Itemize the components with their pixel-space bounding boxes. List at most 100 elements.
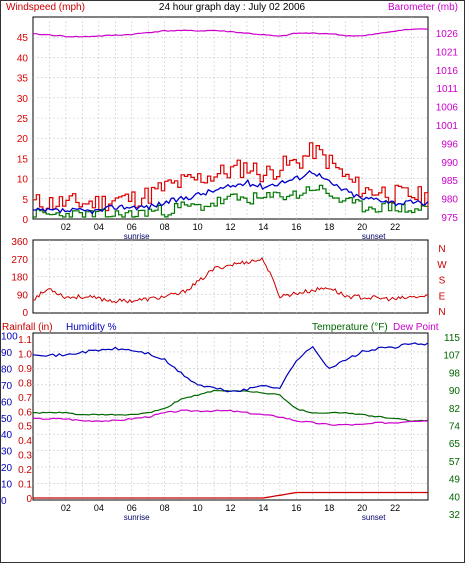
humidity-tick-label: 40 — [1, 430, 13, 441]
windspeed-tick-label: 0 — [22, 215, 28, 226]
direction-tick-label: 0 — [22, 308, 28, 319]
direction-tick-label: 360 — [11, 237, 28, 248]
humidity-x-tick-label: 20 — [357, 503, 367, 513]
humidity-tick-label: 80 — [1, 364, 13, 375]
barometer-tick-label: 985 — [441, 176, 458, 187]
windspeed-tick-label: 30 — [17, 94, 29, 105]
rainfall-tick-label: 0.2 — [18, 465, 32, 476]
temperature-tick-label: 90 — [449, 386, 461, 397]
wind-x-tick-label: 06 — [127, 222, 137, 232]
barometer-tick-label: 1026 — [436, 29, 459, 40]
temperature-tick-label: 82 — [449, 404, 461, 415]
humidity-tick-label: 50 — [1, 414, 13, 425]
rainfall-tick-label: 0.3 — [18, 451, 32, 462]
humidity-x-tick-label: 10 — [193, 503, 203, 513]
humidity-x-tick-label: 14 — [258, 503, 268, 513]
temperature-tick-label: 57 — [449, 457, 461, 468]
direction-tick-label: 90 — [17, 290, 29, 301]
humidity-x-tick-label: 02 — [61, 503, 71, 513]
windspeed-tick-label: 20 — [17, 134, 29, 145]
wind-x-tick-label: 02 — [61, 222, 71, 232]
wind-sunset-label: sunset — [362, 232, 386, 241]
windspeed-tick-label: 35 — [17, 74, 29, 85]
temperature-tick-label: 65 — [449, 439, 461, 450]
windspeed-tick-label: 45 — [17, 33, 29, 44]
compass-tick-label: N — [438, 307, 445, 318]
humidity-tick-label: 90 — [1, 348, 13, 359]
rainfall-tick-label: 0.8 — [18, 378, 32, 389]
barometer-tick-label: 1011 — [436, 84, 458, 95]
temperature-axis-label: Temperature (°F) — [312, 322, 388, 333]
rainfall-tick-label: 1.1 — [18, 335, 32, 346]
barometer-axis-label: Barometer (mb) — [388, 2, 458, 13]
humidity-sunrise-label: sunrise — [124, 513, 150, 522]
temperature-tick-label: 49 — [449, 475, 461, 486]
dewpoint-axis-label: Dew Point — [393, 322, 439, 333]
humidity-sunset-label: sunset — [362, 513, 386, 522]
wind-average-series — [32, 169, 429, 215]
wind-x-tick-label: 04 — [94, 222, 104, 232]
humidity-plot-area — [32, 332, 429, 501]
wind-x-tick-label: 10 — [193, 222, 203, 232]
chart-title: 24 hour graph day : July 02 2006 — [159, 2, 306, 13]
wind-x-tick-label: 22 — [390, 222, 400, 232]
wind-x-tick-label: 20 — [357, 222, 367, 232]
humidity-tick-label: 70 — [1, 381, 13, 392]
barometer-tick-label: 975 — [441, 213, 458, 224]
rainfall-axis-label: Rainfall (in) — [2, 322, 53, 333]
humidity-x-tick-label: 06 — [127, 503, 137, 513]
compass-tick-label: E — [439, 291, 446, 302]
rainfall-tick-label: 0.1 — [18, 480, 32, 491]
humidity-tick-label: 60 — [1, 397, 13, 408]
rainfall-tick-label: 0.5 — [18, 422, 32, 433]
humidity-x-tick-label: 12 — [225, 503, 235, 513]
wind-x-tick-label: 12 — [225, 222, 235, 232]
humidity-x-tick-label: 22 — [390, 503, 400, 513]
rainfall-tick-label: 0.7 — [18, 393, 32, 404]
windspeed-tick-label: 10 — [17, 175, 29, 186]
humidity-tick-label: 30 — [1, 447, 13, 458]
barometer-tick-label: 996 — [441, 139, 458, 150]
dewpoint-series — [32, 409, 429, 426]
windspeed-tick-label: 5 — [22, 195, 28, 206]
rainfall-tick-label: 0.4 — [18, 436, 32, 447]
direction-tick-label: 180 — [11, 273, 28, 284]
humidity-tick-label: 100 — [1, 332, 18, 343]
humidity-tick-label: 0 — [1, 496, 7, 507]
humidity-x-tick-label: 16 — [291, 503, 301, 513]
humidity-x-tick-label: 18 — [324, 503, 334, 513]
wind-direction-series — [33, 256, 429, 304]
humidity-tick-label: 10 — [1, 480, 13, 491]
temperature-tick-label: 115 — [444, 333, 460, 344]
windspeed-tick-label: 25 — [17, 114, 29, 125]
wind-x-tick-label: 08 — [160, 222, 170, 232]
humidity-x-tick-label: 04 — [94, 503, 104, 513]
barometer-tick-label: 1001 — [436, 121, 459, 132]
barometer-series — [33, 28, 429, 38]
humidity-tick-label: 20 — [1, 463, 13, 474]
barometer-tick-label: 980 — [441, 195, 458, 206]
rain-humidity-temp-panel: 10090807060504030201001.11.00.90.80.70.6… — [1, 332, 460, 522]
temperature-tick-label: 74 — [449, 422, 461, 433]
temperature-tick-label: 107 — [443, 351, 460, 362]
direction-tick-label: 270 — [11, 255, 28, 266]
rainfall-tick-label: 0.9 — [18, 364, 32, 375]
humidity-x-tick-label: 08 — [160, 503, 170, 513]
barometer-tick-label: 1021 — [436, 47, 459, 58]
compass-tick-label: S — [439, 276, 446, 287]
wind-x-tick-label: 16 — [291, 222, 301, 232]
rainfall-tick-label: 0 — [26, 494, 32, 505]
rainfall-series — [33, 491, 428, 499]
windspeed-axis-label: Windspeed (mph) — [6, 2, 85, 13]
wind-baro-panel: 4540353025201510501026102110161011100610… — [17, 16, 459, 241]
compass-tick-label: W — [437, 260, 447, 271]
temperature-tick-label: 40 — [449, 492, 461, 503]
humidity-axis-label: Humidity % — [66, 322, 117, 333]
windspeed-tick-label: 15 — [17, 154, 29, 165]
humidity-series — [32, 342, 429, 393]
wind-sunrise-label: sunrise — [124, 232, 150, 241]
wind-x-tick-label: 18 — [324, 222, 334, 232]
